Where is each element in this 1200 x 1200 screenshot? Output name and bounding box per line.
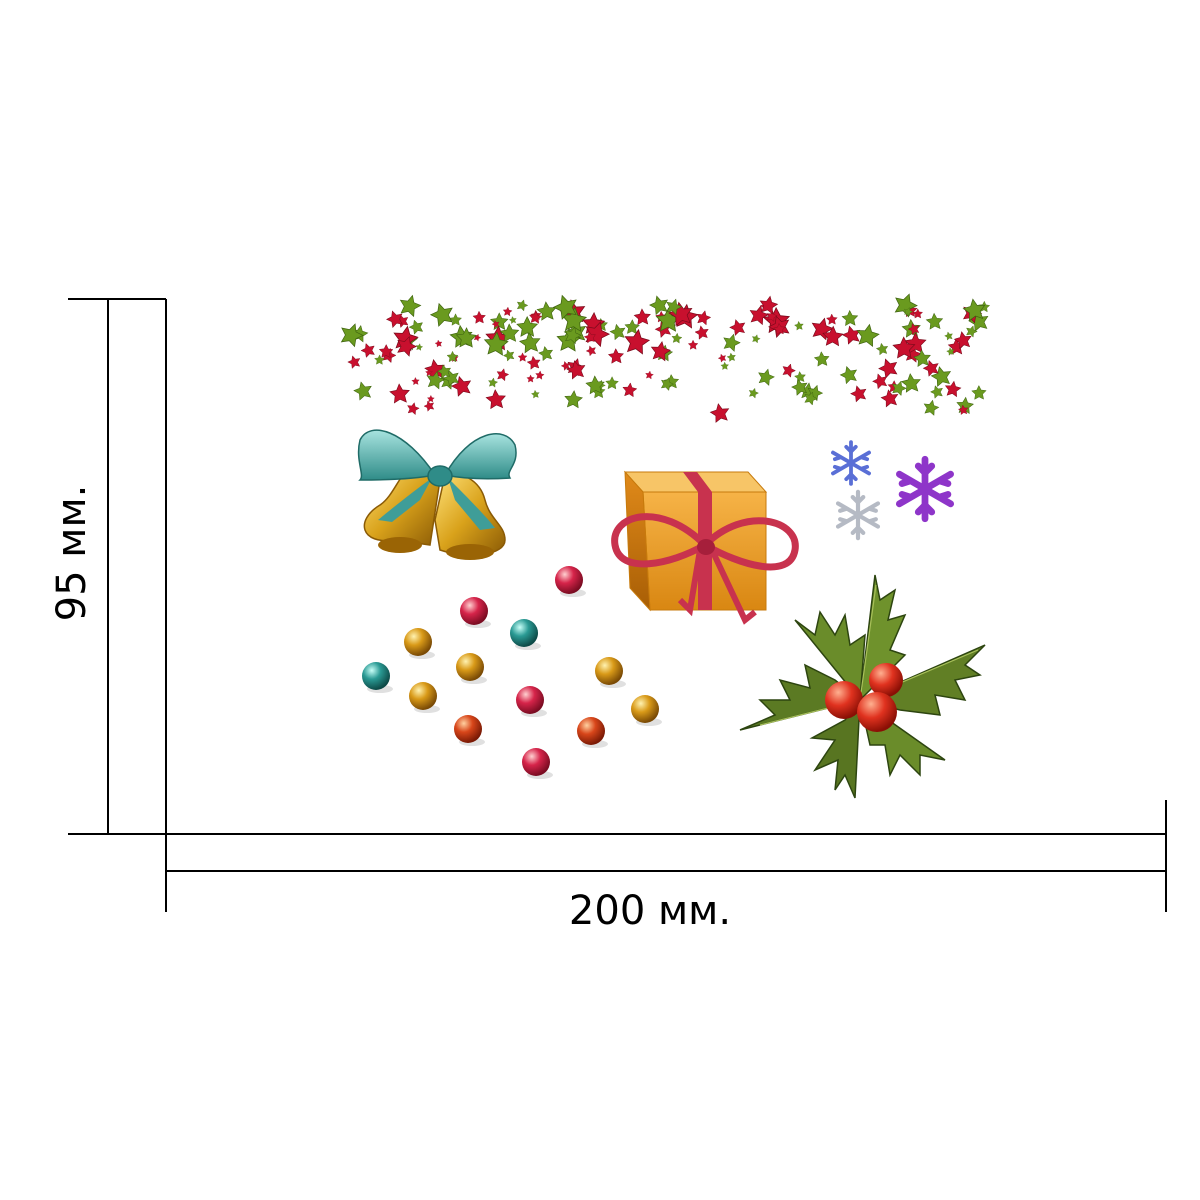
star-icon — [750, 333, 762, 344]
star-icon — [534, 370, 545, 380]
star-icon — [396, 292, 424, 318]
bead-icon — [460, 597, 488, 625]
bead-icon — [362, 662, 390, 690]
bead-icon — [577, 717, 605, 745]
star-icon — [826, 313, 838, 325]
star-icon — [854, 321, 881, 348]
bead-icon — [454, 715, 482, 743]
gift-box-icon — [611, 470, 799, 625]
star-icon — [780, 361, 798, 379]
star-icon — [495, 367, 511, 382]
bead-icon — [510, 619, 538, 647]
star-icon — [517, 352, 528, 362]
star-icon — [608, 322, 628, 341]
star-icon — [693, 324, 711, 341]
bead-icon — [595, 657, 623, 685]
star-icon — [501, 347, 517, 363]
star-icon — [755, 366, 777, 387]
star-icon — [687, 339, 699, 350]
star-icon — [876, 355, 901, 380]
star-icon — [411, 376, 420, 386]
star-icon — [717, 352, 728, 363]
star-icon — [813, 350, 831, 367]
bead-icon — [404, 628, 432, 656]
bead-icon — [456, 653, 484, 681]
star-icon — [670, 332, 683, 344]
star-icon — [502, 306, 513, 317]
star-icon — [838, 363, 860, 385]
star-icon — [434, 339, 443, 348]
star-icon — [537, 344, 555, 362]
star-icon — [621, 381, 638, 398]
star-icon — [427, 299, 457, 328]
star-icon — [526, 354, 542, 370]
star-icon — [720, 331, 743, 353]
star-icon — [644, 370, 655, 380]
dimension-lines — [68, 298, 1167, 912]
star-icon — [727, 317, 748, 337]
star-icon — [472, 310, 487, 324]
height-dimension-label: 95 мм. — [49, 484, 95, 622]
star-icon — [928, 383, 945, 400]
star-icon — [508, 315, 518, 325]
star-icon — [840, 323, 863, 346]
snowflake-icon — [831, 440, 951, 538]
star-icon — [605, 376, 619, 390]
star-icon — [405, 401, 421, 416]
star-icon — [875, 341, 890, 356]
star-icon — [726, 352, 737, 362]
star-icon — [359, 340, 378, 359]
bead-icon — [631, 695, 659, 723]
star-icon — [921, 398, 941, 417]
bells-with-bow-icon — [357, 429, 517, 560]
star-icon — [622, 327, 652, 356]
star-icon — [793, 370, 807, 383]
star-icon — [841, 309, 859, 327]
star-icon — [793, 320, 805, 331]
star-icon — [487, 376, 499, 388]
star-icon — [388, 382, 411, 404]
star-icon — [449, 313, 462, 326]
star-icon — [530, 389, 541, 399]
star-icon — [943, 330, 954, 341]
star-icon — [584, 343, 598, 357]
bead-icon — [522, 748, 550, 776]
bead-icon — [516, 686, 544, 714]
star-icon — [528, 310, 543, 324]
star-icon — [407, 317, 426, 336]
star-icon — [925, 312, 944, 330]
star-icon — [720, 361, 730, 370]
star-icon — [708, 401, 732, 424]
star-icon — [633, 308, 652, 326]
star-icon — [747, 386, 760, 399]
star-icon — [848, 383, 869, 403]
beads-group — [362, 566, 662, 779]
star-icon — [607, 347, 625, 364]
star-icon — [485, 388, 507, 410]
stars-garland — [336, 289, 991, 424]
star-icon — [427, 395, 435, 403]
star-icon — [415, 342, 424, 351]
star-icon — [694, 308, 713, 326]
star-icon — [515, 297, 530, 312]
star-icon — [346, 353, 363, 370]
bead-icon — [409, 682, 437, 710]
holly-icon — [739, 574, 986, 799]
star-icon — [526, 374, 535, 383]
star-icon — [971, 384, 987, 400]
star-icon — [563, 389, 584, 409]
width-dimension-label: 200 мм. — [568, 888, 732, 934]
star-icon — [351, 379, 375, 402]
bead-icon — [555, 566, 583, 594]
